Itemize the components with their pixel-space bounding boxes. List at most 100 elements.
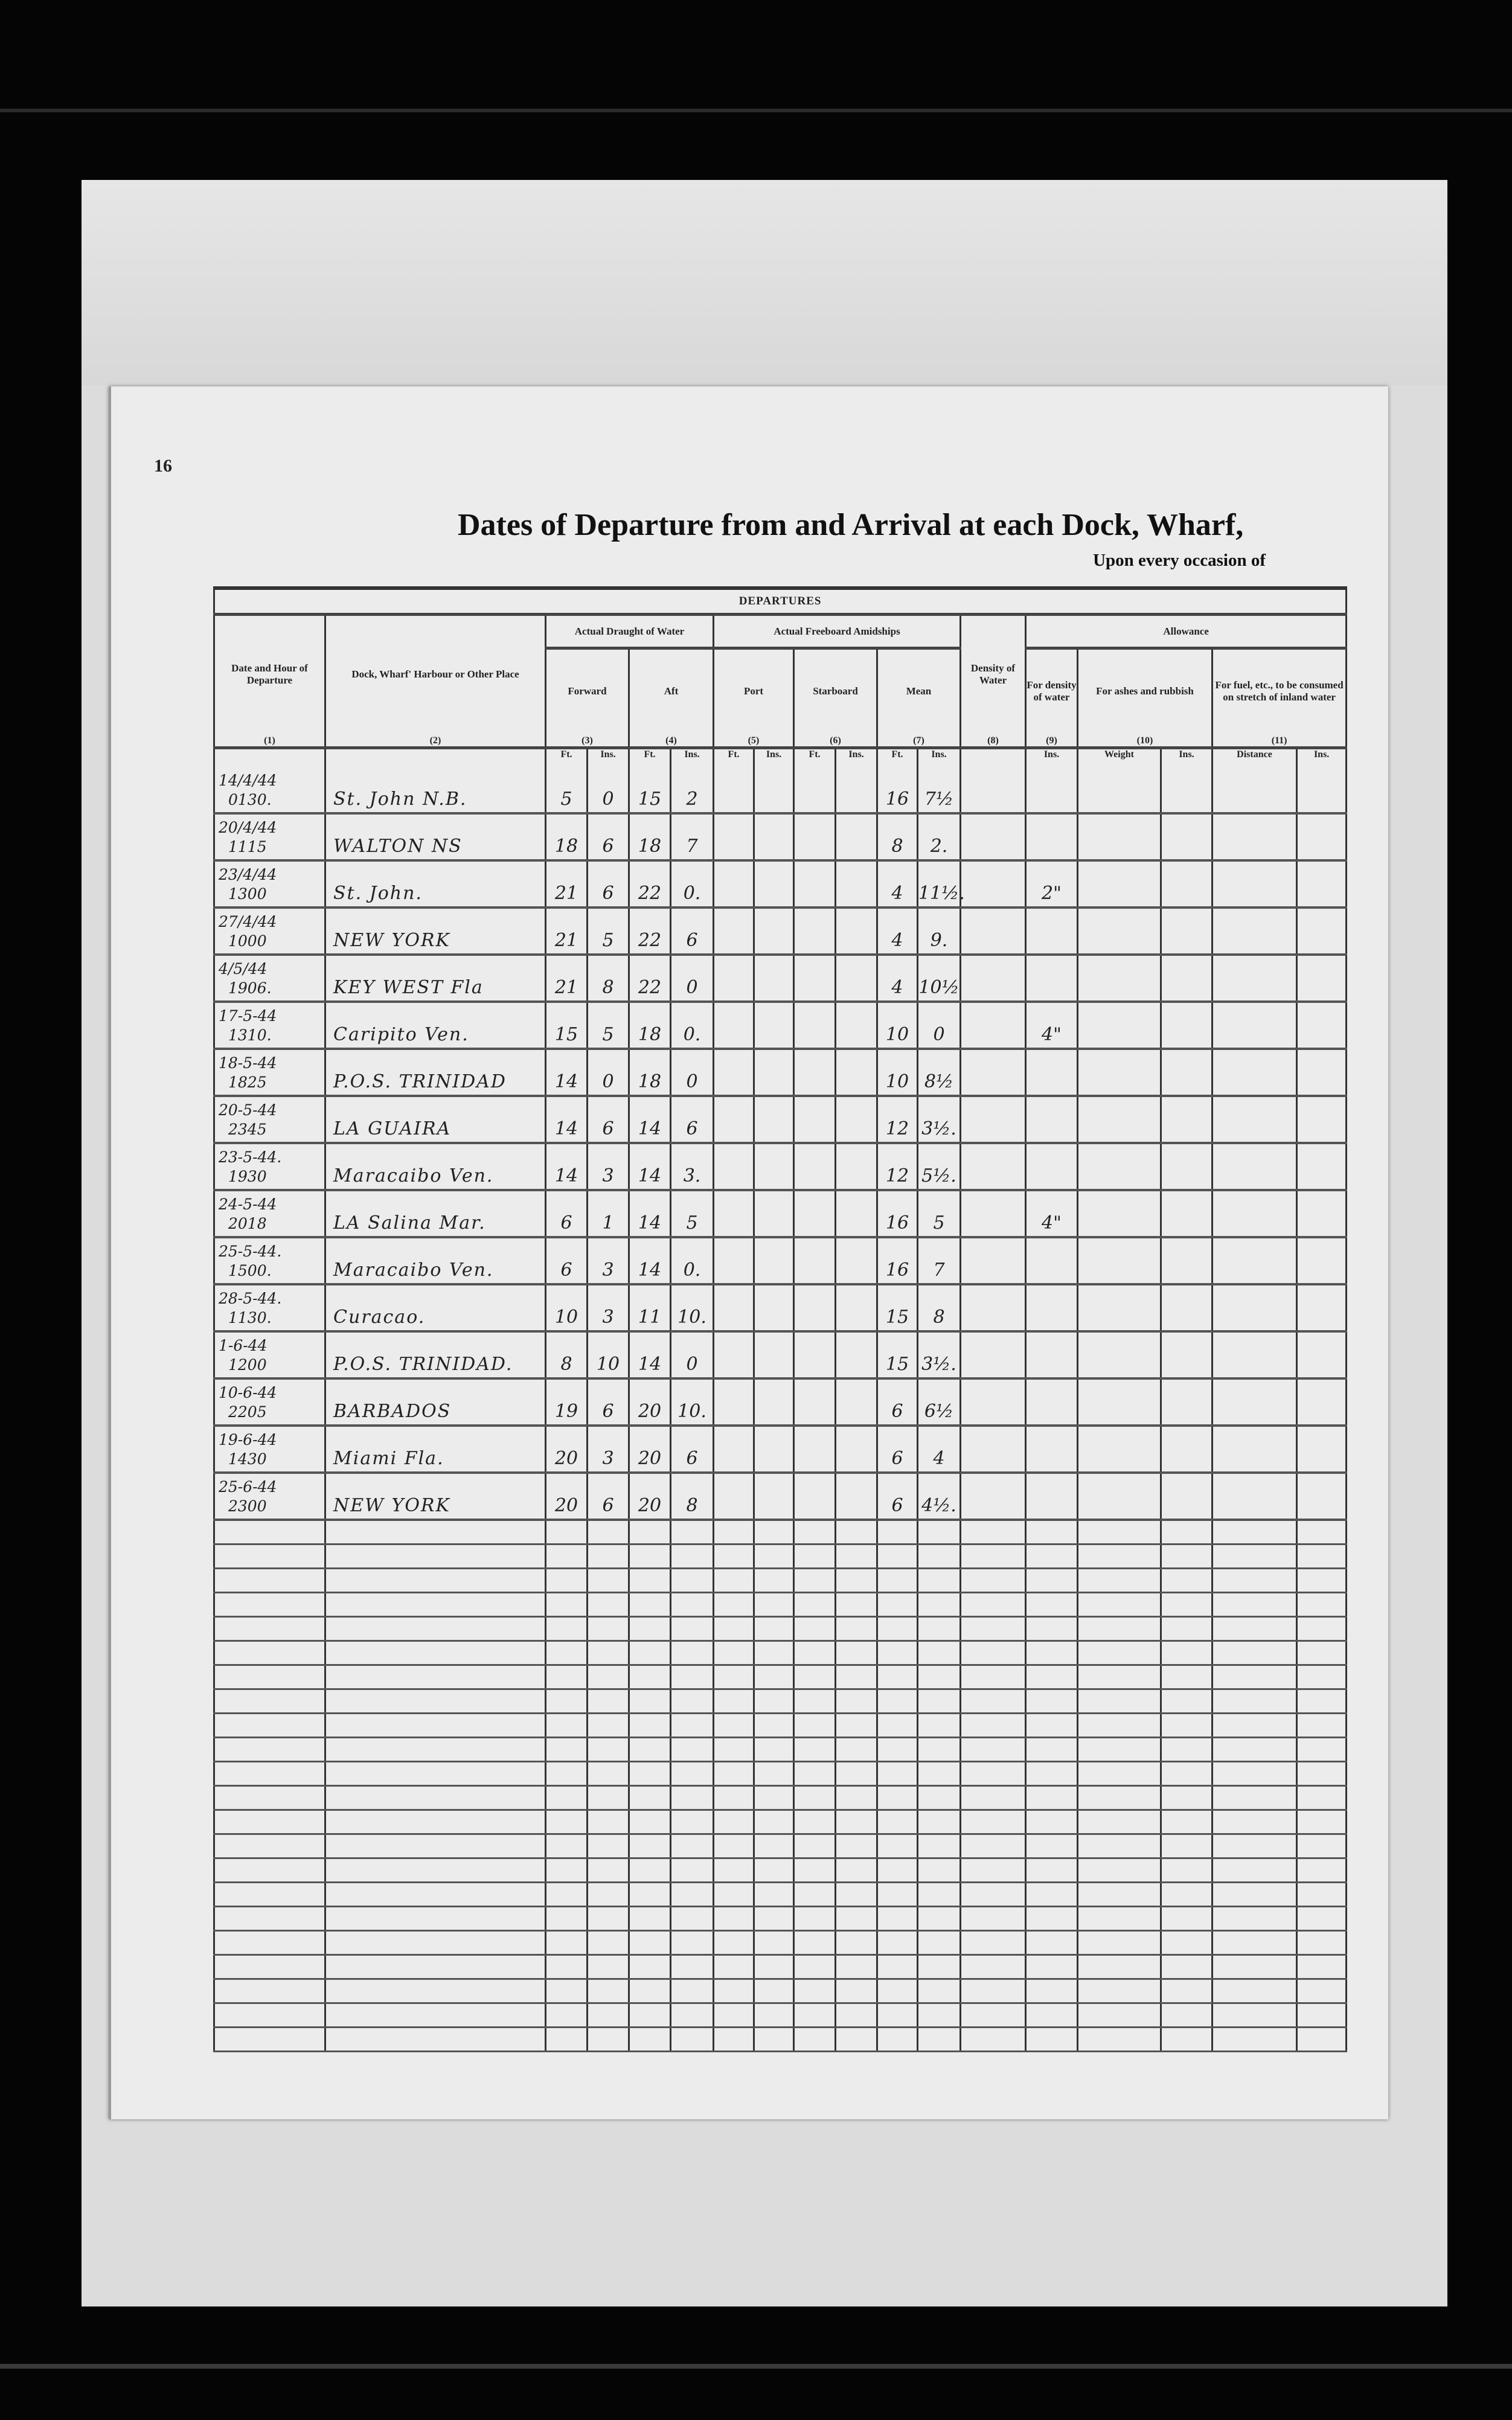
departure-date: 20/4/44 xyxy=(219,818,277,836)
empty-cell xyxy=(793,1954,836,1980)
empty-cell xyxy=(545,1785,588,1811)
departure-date: 18-5-44 xyxy=(219,1054,277,1072)
empty-row xyxy=(213,1761,1348,1787)
empty-cell xyxy=(713,1378,755,1427)
empty-cell xyxy=(1211,1425,1298,1474)
empty-cell xyxy=(834,1095,878,1144)
empty-cell xyxy=(545,1616,588,1642)
empty-cell xyxy=(753,813,795,862)
empty-cell xyxy=(1160,1544,1213,1569)
empty-cell xyxy=(876,1858,918,1883)
empty-cell xyxy=(586,2027,630,2052)
allow-cell xyxy=(1025,1237,1078,1285)
unit-cell xyxy=(959,747,1027,767)
empty-cell xyxy=(586,1761,630,1787)
empty-cell xyxy=(1077,2003,1162,2028)
empty-cell xyxy=(917,1519,961,1545)
empty-cell xyxy=(628,1882,671,1907)
empty-cell xyxy=(670,1858,714,1883)
empty-cell xyxy=(1295,860,1348,909)
empty-cell xyxy=(1160,1906,1213,1932)
empty-cell xyxy=(959,1737,1027,1762)
fwd-ft-cell: 6 xyxy=(545,1189,588,1238)
empty-cell xyxy=(834,1142,878,1191)
empty-cell xyxy=(1295,1378,1348,1427)
empty-cell xyxy=(834,767,878,815)
table-row: 27/4/44 1000 NEW YORK 21 5 22 6 4 9. xyxy=(213,907,1348,956)
empty-cell xyxy=(713,1930,755,1956)
place-cell: NEW YORK xyxy=(324,1472,546,1521)
empty-cell xyxy=(713,767,755,815)
mean-ft-cell: 6 xyxy=(876,1472,918,1521)
fwd-ft-cell: 14 xyxy=(545,1142,588,1191)
empty-row xyxy=(213,1930,1348,1956)
empty-row xyxy=(213,1979,1348,2004)
empty-cell xyxy=(213,1761,326,1787)
aft-ft-cell: 14 xyxy=(628,1142,671,1191)
empty-cell xyxy=(959,1810,1027,1835)
empty-cell xyxy=(959,2003,1027,2028)
empty-cell xyxy=(213,1689,326,1714)
empty-cell xyxy=(834,1954,878,1980)
place-cell: BARBADOS xyxy=(324,1378,546,1427)
empty-cell xyxy=(1077,1616,1162,1642)
empty-cell xyxy=(753,1544,795,1569)
empty-cell xyxy=(753,1142,795,1191)
empty-cell xyxy=(1211,1142,1298,1191)
empty-cell xyxy=(1295,1189,1348,1238)
aft-in-cell: 10. xyxy=(670,1378,714,1427)
column-number: (7) xyxy=(876,732,961,749)
empty-cell xyxy=(917,1544,961,1569)
empty-cell xyxy=(1211,1761,1298,1787)
column-number: (11) xyxy=(1211,732,1348,749)
empty-cell xyxy=(1025,1834,1078,1859)
empty-cell xyxy=(1295,1544,1348,1569)
aft-ft-cell: 20 xyxy=(628,1378,671,1427)
empty-cell xyxy=(1160,1641,1213,1666)
fwd-ft-cell: 21 xyxy=(545,954,588,1003)
fwd-in-cell: 1 xyxy=(586,1189,630,1238)
fwd-in-cell: 6 xyxy=(586,860,630,909)
departure-date: 4/5/44 xyxy=(219,959,267,978)
column-number: (8) xyxy=(959,732,1027,749)
empty-cell xyxy=(586,1810,630,1835)
empty-cell xyxy=(959,1641,1027,1666)
empty-cell xyxy=(586,2003,630,2028)
fwd-in-cell: 6 xyxy=(586,1095,630,1144)
empty-cell xyxy=(545,1906,588,1932)
empty-cell xyxy=(713,1472,755,1521)
allow-cell xyxy=(1025,767,1078,815)
empty-row xyxy=(213,1858,1348,1883)
empty-cell xyxy=(586,1834,630,1859)
empty-cell xyxy=(1295,1979,1348,2004)
empty-cell xyxy=(917,1858,961,1883)
empty-cell xyxy=(959,1979,1027,2004)
empty-cell xyxy=(1295,1834,1348,1859)
empty-cell xyxy=(793,813,836,862)
date-cell: 4/5/44 1906. xyxy=(213,954,326,1003)
empty-cell xyxy=(1077,1641,1162,1666)
table-row: 24-5-44 2018 LA Salina Mar. 6 1 14 5 16 5 4" xyxy=(213,1189,1348,1238)
empty-cell xyxy=(834,2027,878,2052)
empty-cell xyxy=(959,1331,1027,1380)
date-cell: 24-5-44 2018 xyxy=(213,1189,326,1238)
empty-cell xyxy=(793,1592,836,1618)
aft-in-cell: 0 xyxy=(670,954,714,1003)
empty-cell xyxy=(1295,1810,1348,1835)
aft-in-cell: 6 xyxy=(670,1095,714,1144)
date-cell: 23/4/44 1300 xyxy=(213,860,326,909)
empty-cell xyxy=(959,1378,1027,1427)
empty-cell xyxy=(1077,1544,1162,1569)
empty-cell xyxy=(834,1906,878,1932)
empty-cell xyxy=(213,2027,326,2052)
empty-cell xyxy=(213,1568,326,1593)
empty-cell xyxy=(917,1761,961,1787)
empty-cell xyxy=(1211,907,1298,956)
date-cell: 10-6-44 2205 xyxy=(213,1378,326,1427)
empty-cell xyxy=(753,1048,795,1097)
empty-cell xyxy=(628,1713,671,1738)
unit-label: Distance xyxy=(1211,747,1298,767)
aft-in-cell: 3. xyxy=(670,1142,714,1191)
empty-cell xyxy=(917,1954,961,1980)
header-allowance: Allowance xyxy=(1024,614,1348,650)
